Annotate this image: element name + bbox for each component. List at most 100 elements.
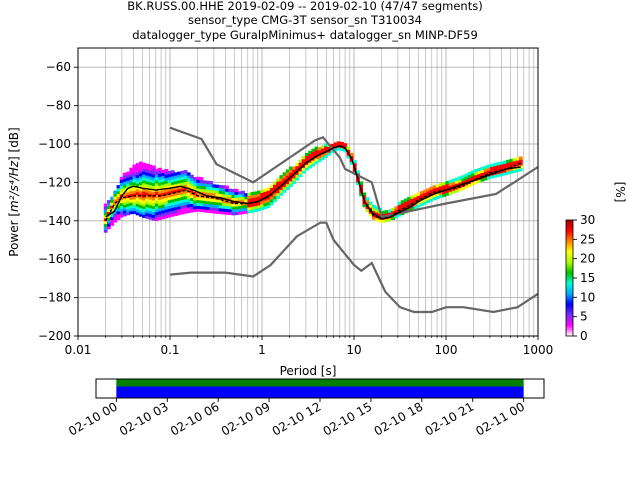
density-cell (177, 174, 182, 178)
density-cell (148, 210, 153, 214)
density-cell (515, 160, 520, 164)
density-cell (180, 208, 185, 212)
density-cell (397, 207, 402, 211)
density-cell (266, 187, 271, 191)
density-cell (151, 182, 156, 187)
density-cell (161, 190, 166, 194)
density-cell (138, 196, 143, 200)
density-cell (164, 200, 169, 204)
density-cell (110, 219, 114, 223)
density-cell (451, 190, 456, 194)
density-cell (174, 189, 178, 193)
density-cell (183, 172, 188, 177)
density-cell (205, 183, 210, 187)
density-cell (304, 155, 309, 160)
x-tick-label: 10 (346, 343, 361, 357)
density-cell (448, 188, 453, 192)
density-cell (113, 213, 118, 217)
density-cell (295, 174, 300, 178)
density-cell (180, 170, 185, 175)
density-cell (142, 162, 146, 167)
density-cell (196, 202, 201, 206)
density-cell (266, 196, 271, 200)
density-cell (518, 165, 523, 169)
density-cell (154, 191, 159, 196)
y-tick-label: −100 (38, 137, 71, 151)
density-cell (186, 195, 191, 199)
density-cell (215, 204, 220, 209)
density-cell (183, 207, 188, 211)
density-cell (231, 189, 236, 193)
density-cell (138, 184, 143, 188)
density-cell (276, 189, 281, 194)
density-cell (244, 204, 249, 208)
density-cell (327, 149, 332, 153)
density-cell (129, 199, 134, 203)
density-cell (161, 178, 166, 182)
density-cell (445, 186, 450, 191)
density-cell (106, 200, 111, 204)
density-cell (113, 190, 118, 194)
density-cell (186, 201, 191, 205)
density-cell (365, 200, 370, 204)
density-cell (113, 219, 118, 223)
density-cell (161, 184, 166, 188)
density-cell (490, 163, 494, 167)
density-cell (273, 195, 277, 200)
density-cell (260, 192, 265, 196)
density-cell (448, 182, 453, 186)
density-cell (148, 193, 153, 197)
density-cell (506, 171, 510, 175)
density-cell (387, 209, 392, 213)
density-cell (161, 213, 166, 217)
density-cell (228, 208, 233, 213)
density-cell (391, 210, 395, 215)
density-cell (295, 177, 300, 181)
density-cell (247, 195, 252, 199)
density-cell (135, 212, 140, 216)
density-cell (228, 194, 233, 198)
density-cell (151, 165, 156, 169)
density-cell (506, 159, 510, 164)
density-cell (135, 183, 140, 187)
density-cell (435, 189, 440, 194)
density-cell (151, 208, 156, 212)
density-cell (167, 182, 172, 186)
timeline-tick-label: 02-10 00 (66, 399, 120, 438)
density-cell (426, 199, 431, 204)
density-cell (266, 204, 271, 209)
density-cell (483, 171, 488, 175)
density-cell (324, 146, 328, 150)
density-cell (477, 167, 482, 172)
density-cell (288, 172, 293, 176)
density-cell (164, 186, 169, 190)
density-cell (451, 184, 456, 188)
density-cell (356, 170, 360, 174)
density-cell (154, 203, 159, 207)
density-cell (403, 204, 408, 208)
density-cell (180, 179, 185, 183)
density-cell (126, 183, 130, 187)
density-cell (378, 219, 383, 223)
density-cell (167, 199, 172, 204)
density-cell (346, 146, 351, 150)
mean-psd-line (105, 145, 521, 220)
density-cell (276, 178, 281, 182)
density-cell (455, 186, 459, 190)
density-cell (234, 206, 239, 210)
density-cell (231, 206, 236, 210)
density-cell (381, 219, 386, 223)
density-cell (301, 156, 306, 160)
density-cell (148, 201, 153, 206)
density-cell (253, 197, 258, 201)
density-cell (142, 211, 146, 215)
density-cell (518, 156, 523, 160)
density-cell (193, 205, 197, 210)
density-cell (186, 183, 191, 188)
density-cell (455, 183, 459, 187)
density-cell (119, 205, 124, 209)
density-cell (103, 203, 108, 207)
density-cell (190, 174, 194, 179)
density-cell (464, 182, 469, 186)
